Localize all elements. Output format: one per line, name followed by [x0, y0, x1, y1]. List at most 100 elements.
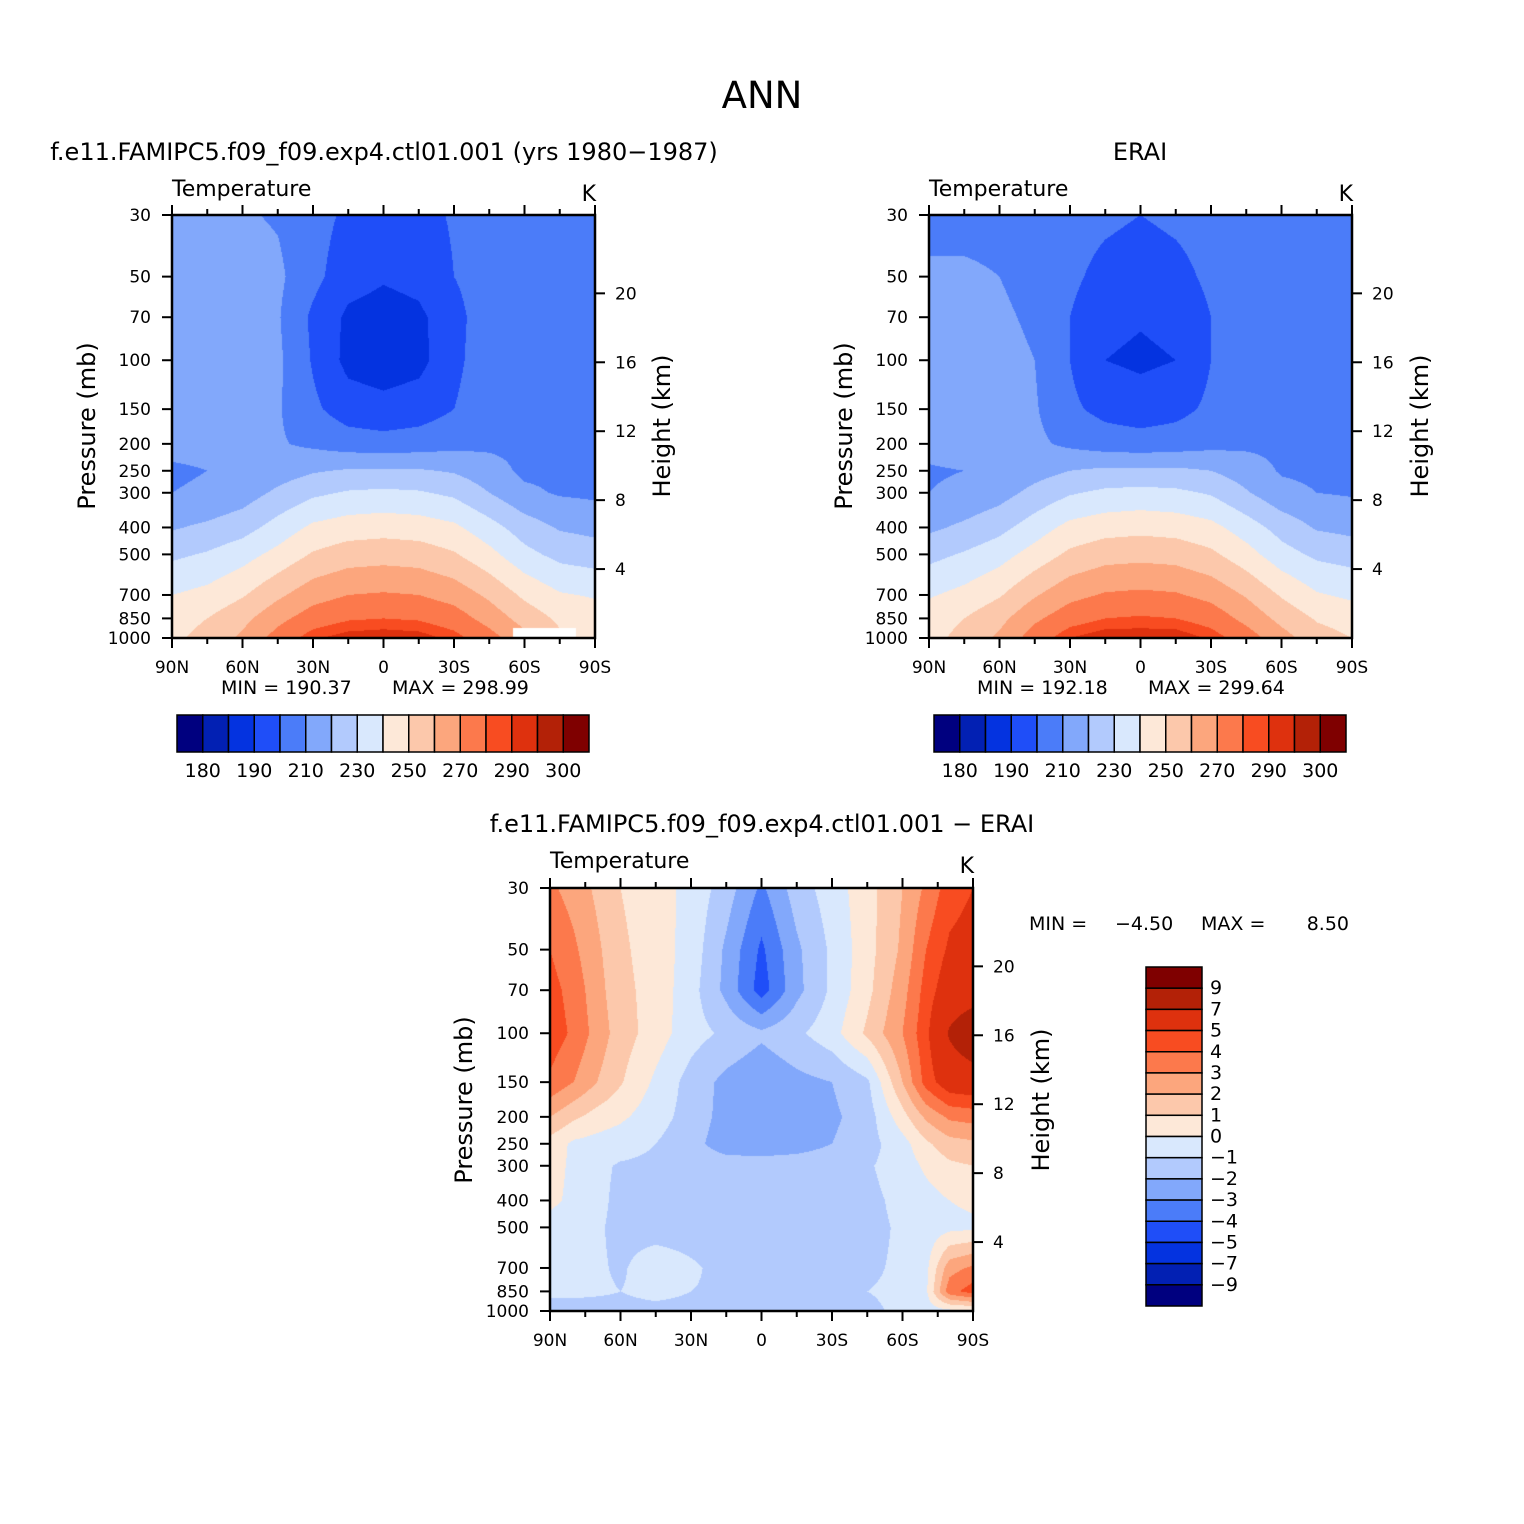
panel-diff-title: f.e11.FAMIPC5.f09_f09.exp4.ctl01.001 − E… — [490, 810, 1034, 838]
y-tick-label: 500 — [119, 545, 151, 565]
x-tick-label: 90S — [957, 1331, 989, 1351]
colorbar-swatch — [984, 714, 1012, 753]
y-tick-label: 70 — [129, 308, 151, 328]
colorbar-label: 300 — [545, 760, 581, 782]
colorbar-label: −9 — [1210, 1274, 1238, 1296]
y-tick-label: 250 — [119, 462, 151, 482]
x-tick-label: 90N — [912, 658, 946, 678]
y-tick-label: 400 — [497, 1191, 529, 1211]
x-tick-label: 30N — [674, 1331, 708, 1351]
colorbar-swatch — [459, 714, 487, 753]
y-tick-label: 1000 — [865, 629, 908, 649]
colorbar-label: 290 — [494, 760, 530, 782]
colorbar-label: 4 — [1210, 1041, 1222, 1063]
colorbar-label: 300 — [1302, 760, 1338, 782]
colorbar-swatch — [959, 714, 987, 753]
panel-obs-ylabel: Pressure (mb) — [830, 342, 858, 509]
panel-model-min-label: MIN = 190.37 — [221, 677, 352, 699]
y-tick-label: 500 — [876, 545, 908, 565]
colorbar-label: 1 — [1210, 1104, 1222, 1126]
colorbar-swatch — [1293, 714, 1321, 753]
panel-diff-ylabel: Pressure (mb) — [450, 1016, 478, 1183]
colorbar-swatch — [1145, 1008, 1203, 1032]
colorbar-label: 180 — [942, 760, 978, 782]
y-right-tick-label: 12 — [993, 1095, 1015, 1115]
y-tick-label: 30 — [129, 206, 151, 226]
colorbar-swatch — [1145, 1220, 1203, 1244]
colorbar-label: 190 — [993, 760, 1029, 782]
panel-obs: ERAI Temperature K 90N 60N 30N 0 30S 60S 90S 30… — [830, 138, 1434, 782]
y-tick-label: 700 — [876, 586, 908, 606]
y-tick-label: 100 — [119, 351, 151, 371]
colorbar-label: 290 — [1251, 760, 1287, 782]
y-tick-label: 70 — [507, 981, 529, 1001]
colorbar-swatch — [1242, 714, 1270, 753]
colorbar-swatch — [1165, 714, 1193, 753]
colorbar-label: −2 — [1210, 1168, 1238, 1190]
x-tick-label: 60S — [886, 1331, 918, 1351]
panel-diff-left-string: Temperature — [549, 849, 689, 874]
y-tick-label: 100 — [876, 351, 908, 371]
y-right-tick-label: 12 — [615, 422, 637, 442]
x-tick-label: 30S — [1195, 658, 1227, 678]
colorbar-label: 0 — [1210, 1126, 1222, 1148]
y-right-tick-label: 16 — [993, 1026, 1015, 1046]
panel-model-plot-area: 90N 60N 30N 0 30S 60S 90S 30 50 70 100 150 200 250300… — [108, 205, 637, 678]
colorbar-label: 270 — [1199, 760, 1235, 782]
y-tick-label: 400 — [119, 518, 151, 538]
colorbar-swatch — [1010, 714, 1038, 753]
colorbar-swatch — [1062, 714, 1090, 753]
y-tick-label: 250 — [876, 462, 908, 482]
y-right-tick-label: 12 — [1372, 422, 1394, 442]
panel-model-title: f.e11.FAMIPC5.f09_f09.exp4.ctl01.001 (yr… — [50, 138, 718, 166]
colorbar-swatch — [1145, 1135, 1203, 1159]
colorbar-swatch — [1319, 714, 1347, 753]
colorbar-swatch — [1145, 1284, 1203, 1307]
y-right-tick-label: 4 — [615, 560, 626, 580]
panel-model-left-string: Temperature — [171, 177, 311, 202]
colorbar-swatch — [1190, 714, 1218, 753]
panel-diff-min-label: MIN = — [1029, 913, 1087, 935]
y-tick-label: 850 — [497, 1282, 529, 1302]
y-tick-label: 700 — [119, 586, 151, 606]
y-right-tick-label: 8 — [993, 1164, 1004, 1184]
colorbar-label: −5 — [1210, 1231, 1238, 1253]
colorbar-label: 250 — [391, 760, 427, 782]
colorbar-swatch — [433, 714, 461, 753]
colorbar-label: −1 — [1210, 1147, 1238, 1169]
panel-model-ylabel-right: Height (km) — [648, 355, 676, 498]
colorbar-swatch — [382, 714, 410, 753]
colorbar-swatch — [330, 714, 358, 753]
y-right-tick-label: 8 — [1372, 491, 1383, 511]
colorbar-swatch — [1145, 1029, 1203, 1053]
colorbar-swatch — [1139, 714, 1167, 753]
panel-model-right-string: K — [582, 182, 597, 207]
colorbar-swatch — [1145, 966, 1203, 989]
y-tick-label: 300 — [876, 484, 908, 504]
colorbar-swatch — [253, 714, 281, 753]
x-tick-label: 0 — [756, 1331, 767, 1351]
panel-obs-min-label: MIN = 192.18 — [977, 677, 1108, 699]
field-contour-fill — [172, 215, 595, 638]
x-tick-label: 30N — [296, 658, 330, 678]
colorbar-swatch — [511, 714, 539, 753]
colorbar-swatch — [1145, 1051, 1203, 1074]
colorbar-label: 250 — [1148, 760, 1184, 782]
panel-diff-max-value: 8.50 — [1307, 913, 1349, 935]
colorbar-label: 3 — [1210, 1062, 1222, 1084]
y-right-tick-label: 20 — [1372, 284, 1394, 304]
colorbar-label: 180 — [185, 760, 221, 782]
y-tick-label: 250 — [497, 1135, 529, 1155]
x-tick-label: 30S — [816, 1331, 848, 1351]
x-tick-label: 30N — [1053, 658, 1087, 678]
field-contour-fill — [929, 215, 1352, 638]
panel-obs-left-string: Temperature — [928, 177, 1068, 202]
x-tick-label: 60N — [225, 658, 259, 678]
field-contour-fill — [550, 888, 973, 1311]
y-tick-label: 50 — [129, 268, 151, 288]
panel-diff-max-label: MAX = — [1201, 913, 1265, 935]
panel-diff-plot-area: 90N 60N 30N 0 30S 60S 90S 30 50 70 100 150 200 250300… — [486, 878, 1015, 1351]
colorbar-label: −4 — [1210, 1210, 1238, 1232]
y-tick-label: 50 — [507, 941, 529, 961]
